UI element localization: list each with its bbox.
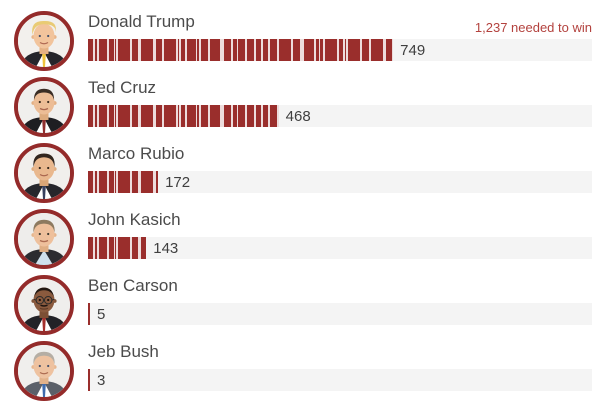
ben-carson-avatar [14,275,74,335]
delegate-count: 749 [400,41,426,59]
delegate-bar [88,237,147,259]
ted-cruz-avatar [14,77,74,137]
candidate-name: Marco Rubio [88,144,185,163]
delegate-bar [88,369,90,391]
candidate-row-jeb-bush: Jeb Bush 3 [0,338,600,404]
delegate-track: 3 [88,369,592,391]
candidate-content: Jeb Bush 3 [88,342,592,391]
delegate-bar [88,303,91,325]
delegate-count: 143 [153,239,179,257]
donald-trump-avatar [14,11,74,71]
delegate-track: 172 [88,171,592,193]
candidate-content: Donald Trump 749 [88,12,592,61]
delegate-bar [88,171,159,193]
delegate-track: 749 [88,39,592,61]
candidate-name: John Kasich [88,210,181,229]
delegate-track: 5 [88,303,592,325]
marco-rubio-avatar [14,143,74,203]
candidate-name: Ted Cruz [88,78,157,97]
candidate-row-marco-rubio: Marco Rubio 172 [0,140,600,206]
candidate-content: John Kasich 143 [88,210,592,259]
jeb-bush-avatar [14,341,74,401]
candidate-row-ben-carson: Ben Carson 5 [0,272,600,338]
candidate-row-ted-cruz: Ted Cruz 468 [0,74,600,140]
delegate-bar [88,39,394,61]
candidate-row-john-kasich: John Kasich 143 [0,206,600,272]
candidate-name: Ben Carson [88,276,178,295]
candidate-content: Ted Cruz 468 [88,78,592,127]
candidate-content: Marco Rubio 172 [88,144,592,193]
candidate-name: Jeb Bush [88,342,159,361]
delegate-count: 3 [97,371,106,389]
needed-to-win-label: 1,237 needed to win [474,20,592,35]
candidate-row-donald-trump: Donald Trump 749 [0,8,600,74]
delegate-count: 5 [97,305,106,323]
john-kasich-avatar [14,209,74,269]
delegate-count: 468 [285,107,311,125]
candidate-list: Donald Trump 749 [0,8,600,404]
candidate-name: Donald Trump [88,12,195,31]
candidate-content: Ben Carson 5 [88,276,592,325]
delegate-count: 172 [165,173,191,191]
delegate-bar [88,105,279,127]
delegate-track: 143 [88,237,592,259]
delegate-track: 468 [88,105,592,127]
